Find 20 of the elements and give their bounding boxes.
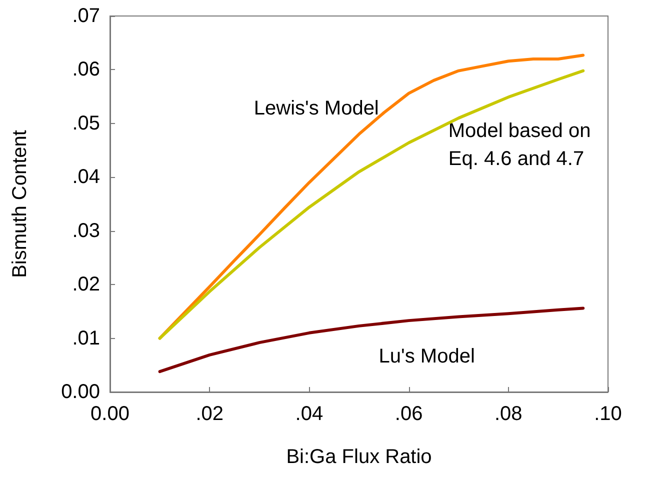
- y-tick-label: .03: [72, 220, 100, 242]
- y-tick-label: .01: [72, 327, 100, 350]
- x-tick-label: .04: [295, 403, 324, 425]
- x-tick-label: .08: [494, 403, 522, 425]
- series-label: Lu's Model: [378, 346, 475, 368]
- series-label: Model based on Eq. 4.6 and 4.7: [448, 120, 591, 170]
- y-tick-label: .04: [72, 166, 100, 188]
- y-tick-label: .06: [72, 58, 100, 81]
- y-axis-title: Bismuth Content: [9, 130, 31, 278]
- y-tick-label: .02: [72, 274, 100, 296]
- x-tick-label: 0.00: [90, 403, 130, 425]
- y-tick-label: .05: [72, 112, 100, 134]
- x-tick-label: .02: [196, 403, 224, 425]
- line-series: [158, 306, 585, 374]
- x-tick-label: .10: [594, 403, 622, 425]
- y-tick-label: 0.00: [61, 381, 100, 403]
- series-label: Lewis's Model: [254, 98, 379, 120]
- x-tick-label: .06: [394, 403, 423, 425]
- y-tick-label: .07: [72, 5, 100, 27]
- x-axis-title: Bi:Ga Flux Ratio: [286, 446, 432, 468]
